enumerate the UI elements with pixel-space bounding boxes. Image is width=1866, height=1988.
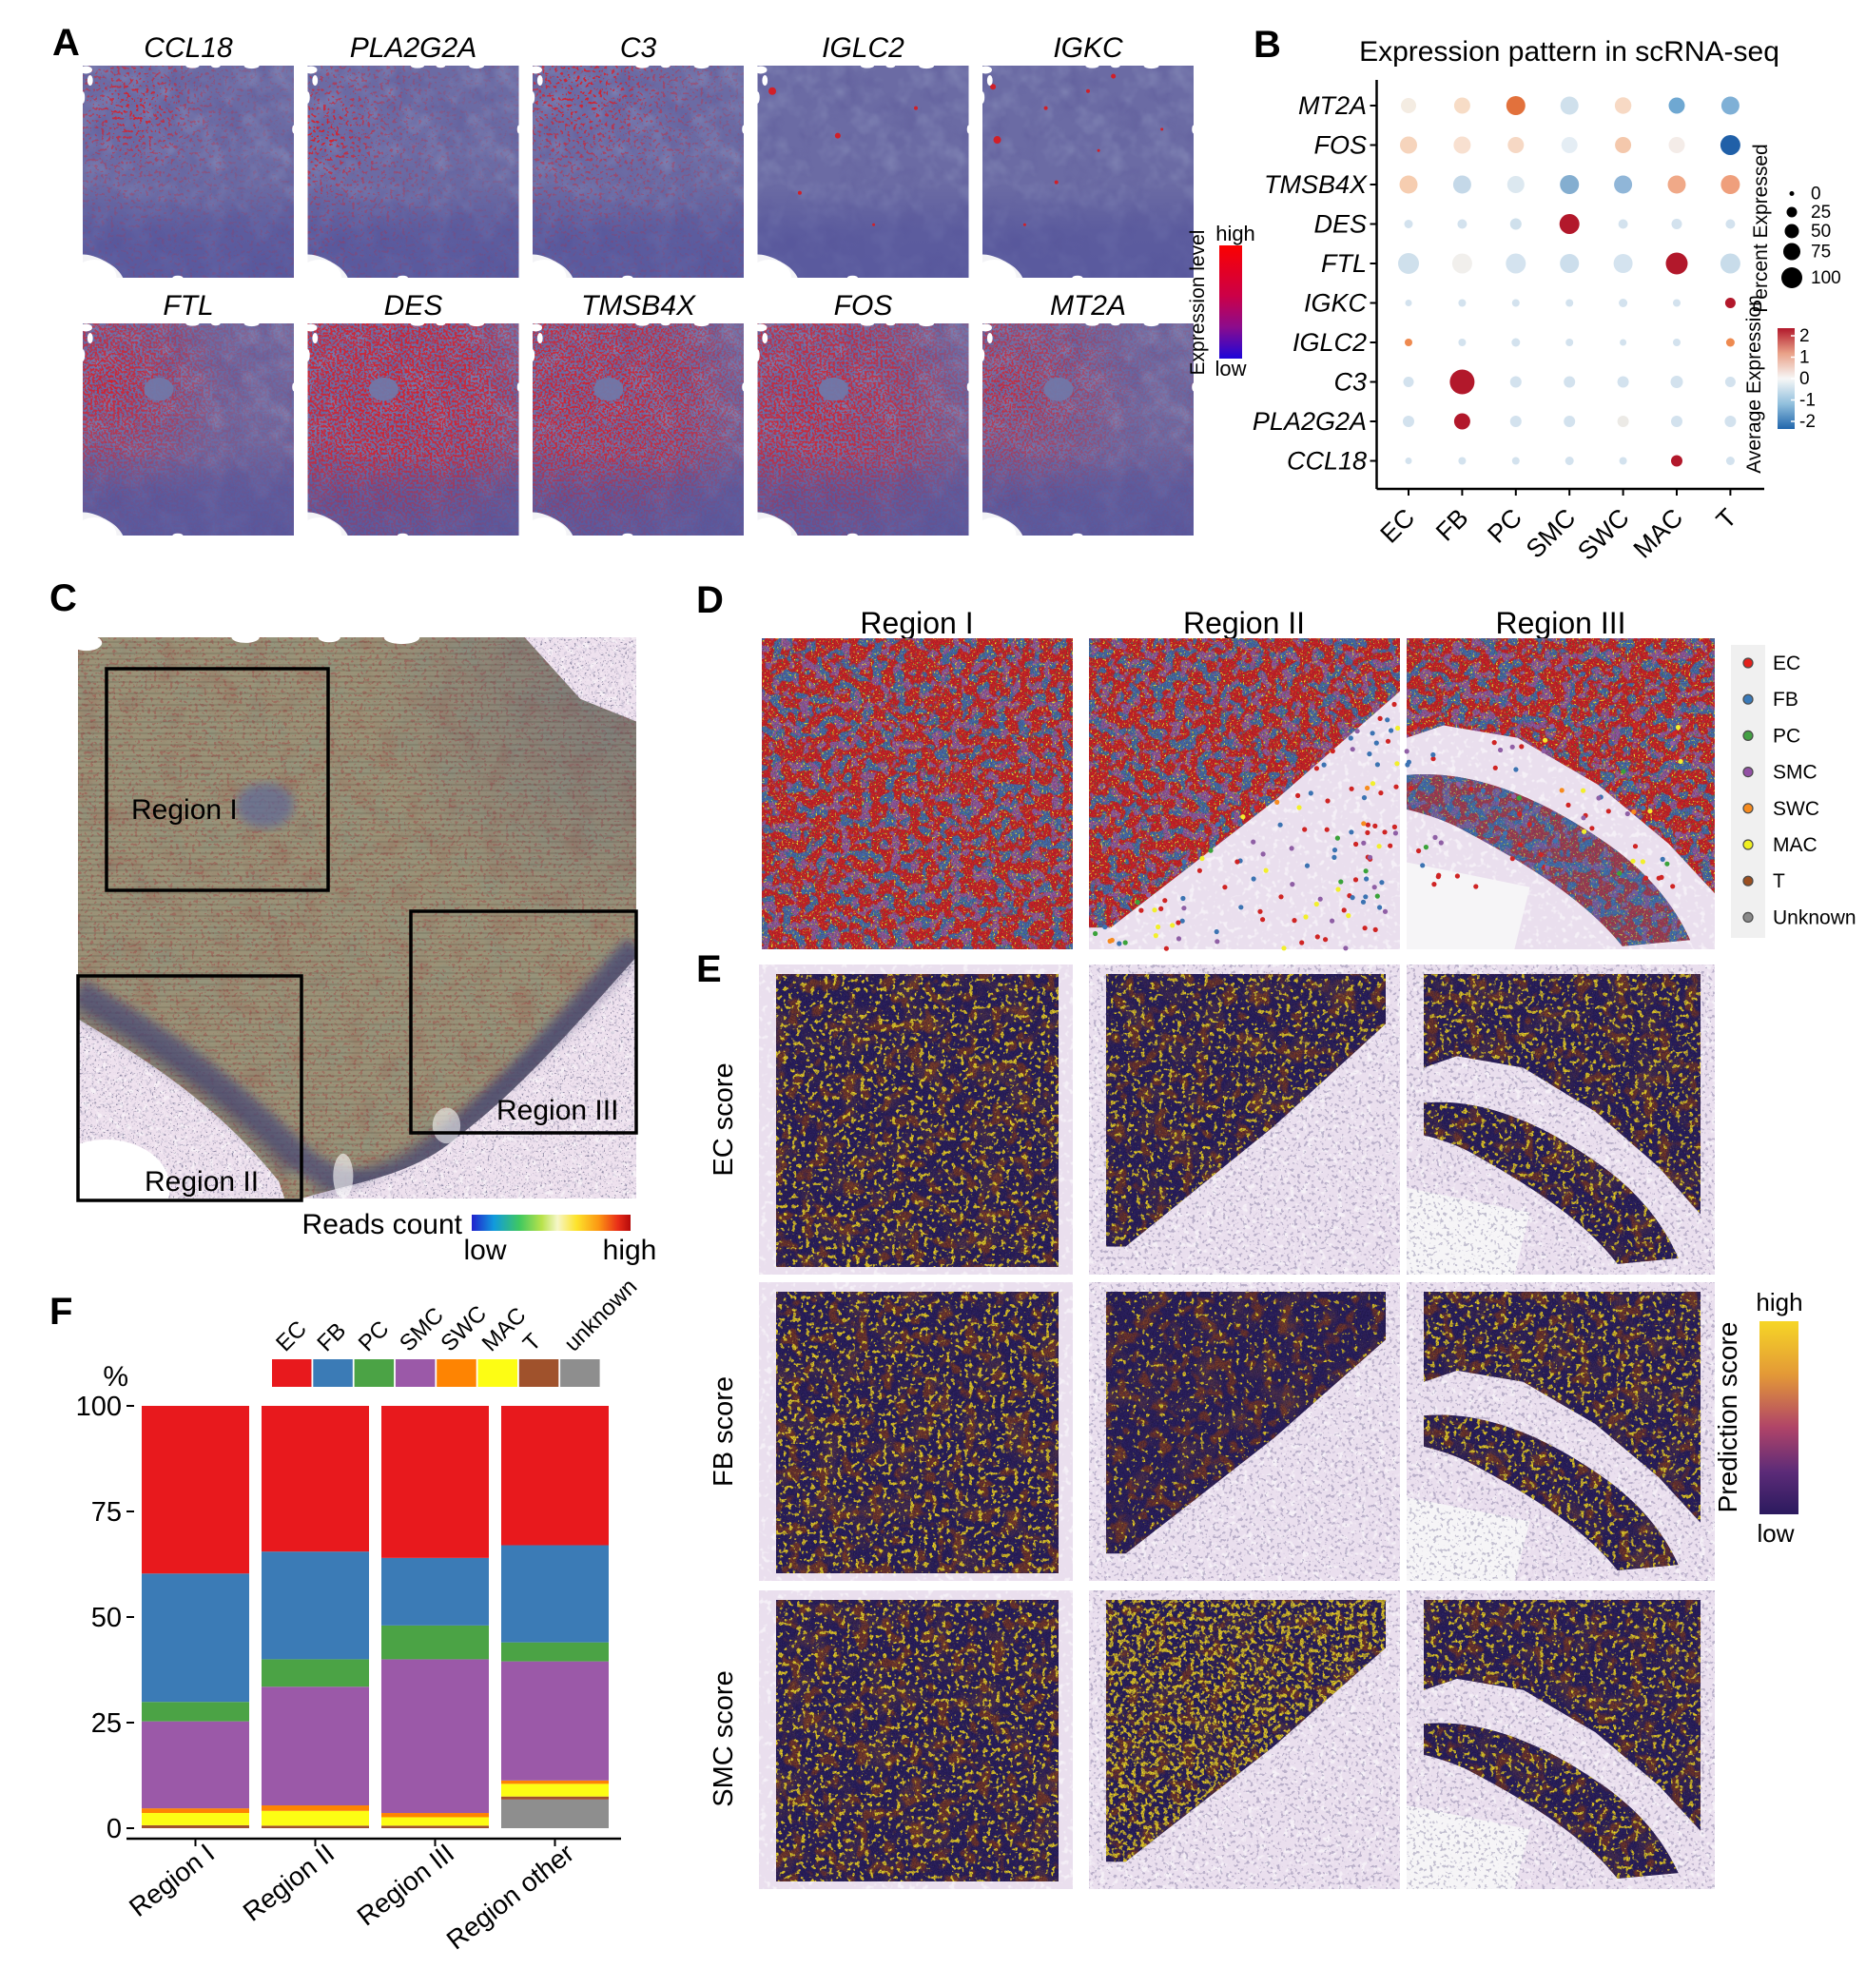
svg-text:Region II: Region II	[1183, 606, 1305, 640]
svg-text:EC: EC	[1773, 653, 1800, 674]
svg-text:PLA2G2A: PLA2G2A	[350, 32, 476, 64]
svg-text:1: 1	[1799, 348, 1810, 368]
svg-text:FOS: FOS	[1313, 131, 1367, 160]
svg-text:25: 25	[1811, 203, 1831, 223]
svg-text:C3: C3	[620, 32, 657, 64]
svg-text:-2: -2	[1799, 412, 1816, 432]
svg-text:TMSB4X: TMSB4X	[581, 290, 696, 322]
svg-text:Region III: Region III	[496, 1095, 618, 1126]
svg-text:DES: DES	[384, 290, 443, 322]
svg-text:FB score: FB score	[709, 1376, 739, 1487]
svg-text:0: 0	[1799, 369, 1810, 389]
svg-text:CCL18: CCL18	[1287, 447, 1367, 476]
svg-text:Reads count: Reads count	[302, 1209, 463, 1240]
svg-text:IGLC2: IGLC2	[822, 32, 904, 64]
svg-text:0: 0	[1811, 185, 1821, 205]
svg-text:50: 50	[91, 1603, 122, 1633]
svg-text:MAC: MAC	[1773, 834, 1817, 856]
svg-text:75: 75	[91, 1497, 122, 1528]
svg-text:IGKC: IGKC	[1304, 289, 1368, 318]
svg-text:low: low	[1757, 1519, 1794, 1548]
svg-text:FTL: FTL	[1321, 249, 1367, 278]
svg-text:Region III: Region III	[1496, 606, 1626, 640]
svg-text:100: 100	[76, 1392, 122, 1422]
svg-text:high: high	[1756, 1288, 1802, 1316]
svg-text:SWC: SWC	[1773, 798, 1819, 820]
svg-text:PLA2G2A: PLA2G2A	[1253, 407, 1367, 436]
svg-text:Prediction score: Prediction score	[1713, 1322, 1742, 1513]
svg-text:-1: -1	[1799, 391, 1816, 411]
svg-text:Unknown: Unknown	[1773, 906, 1856, 928]
svg-text:TMSB4X: TMSB4X	[1264, 170, 1368, 199]
svg-text:E: E	[696, 948, 722, 990]
svg-text:CCL18: CCL18	[144, 32, 233, 64]
svg-text:EC score: EC score	[709, 1062, 739, 1176]
svg-text:FOS: FOS	[834, 290, 893, 322]
svg-text:high: high	[1215, 222, 1255, 245]
svg-text:75: 75	[1811, 243, 1831, 263]
svg-text:Expression level: Expression level	[1187, 230, 1209, 376]
svg-text:25: 25	[91, 1708, 122, 1739]
svg-text:Region II: Region II	[145, 1166, 259, 1198]
svg-text:Average Expression: Average Expression	[1743, 295, 1765, 474]
svg-text:high: high	[603, 1235, 657, 1266]
svg-text:C: C	[49, 577, 77, 619]
svg-text:A: A	[52, 22, 80, 64]
svg-text:Expression pattern in scRNA-se: Expression pattern in scRNA-seq	[1359, 36, 1779, 68]
svg-text:PC: PC	[1773, 725, 1800, 747]
svg-text:Region I: Region I	[860, 606, 973, 640]
svg-text:FTL: FTL	[163, 290, 213, 322]
svg-text:low: low	[463, 1235, 506, 1266]
svg-text:50: 50	[1811, 222, 1831, 242]
svg-text:2: 2	[1799, 326, 1810, 346]
svg-text:F: F	[49, 1291, 72, 1333]
svg-text:Percent Expressed: Percent Expressed	[1750, 144, 1772, 312]
svg-text:IGKC: IGKC	[1053, 32, 1123, 64]
svg-text:D: D	[696, 579, 724, 621]
svg-text:Region I: Region I	[131, 794, 238, 826]
svg-text:SMC: SMC	[1773, 762, 1817, 784]
svg-text:C3: C3	[1333, 368, 1367, 397]
svg-text:IGLC2: IGLC2	[1293, 328, 1367, 357]
svg-text:SMC score: SMC score	[709, 1670, 739, 1806]
svg-text:MT2A: MT2A	[1050, 290, 1126, 322]
svg-text:0: 0	[107, 1814, 122, 1844]
svg-text:100: 100	[1811, 268, 1841, 288]
svg-text:B: B	[1254, 24, 1281, 66]
svg-text:%: %	[103, 1361, 128, 1393]
svg-text:MT2A: MT2A	[1298, 91, 1367, 120]
svg-text:FB: FB	[1773, 689, 1798, 711]
svg-text:low: low	[1215, 357, 1246, 380]
svg-text:T: T	[1773, 870, 1785, 892]
svg-text:DES: DES	[1313, 210, 1367, 239]
